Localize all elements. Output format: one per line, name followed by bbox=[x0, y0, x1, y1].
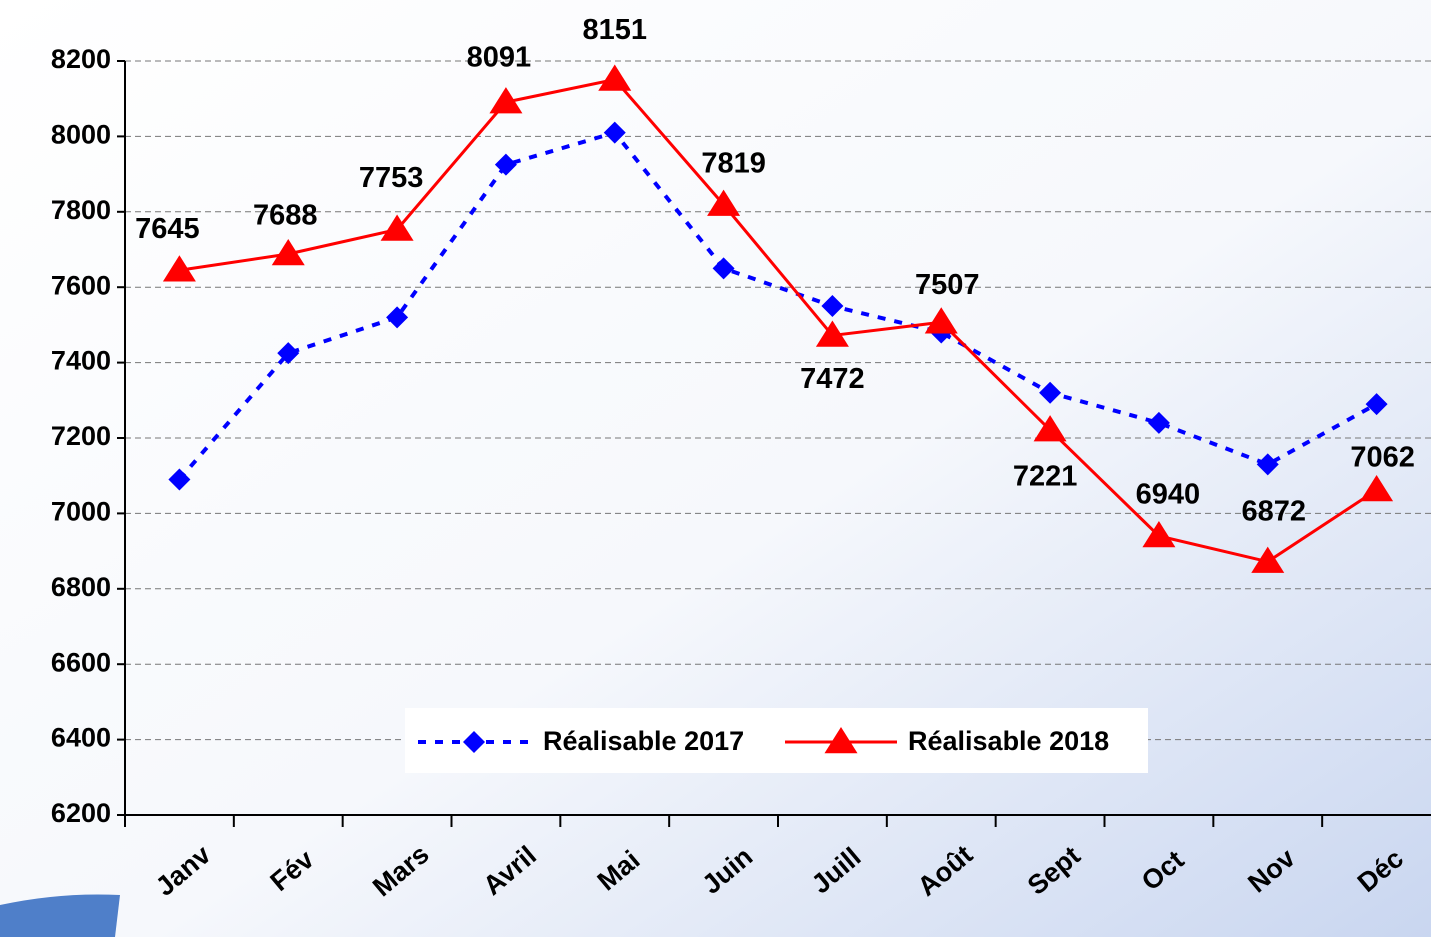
data-label: 7645 bbox=[135, 213, 200, 245]
marker bbox=[380, 214, 414, 241]
decoration bbox=[0, 894, 120, 937]
y-tick-label: 7600 bbox=[51, 270, 111, 300]
y-tick-label: 7400 bbox=[51, 346, 111, 376]
marker bbox=[1256, 453, 1279, 476]
marker bbox=[277, 342, 300, 365]
data-label: 7472 bbox=[800, 363, 865, 395]
marker bbox=[1147, 411, 1170, 434]
data-label: 6940 bbox=[1136, 479, 1201, 511]
marker bbox=[1142, 521, 1176, 548]
marker bbox=[1365, 393, 1388, 416]
marker bbox=[1039, 381, 1062, 404]
y-tick-label: 6200 bbox=[51, 798, 111, 828]
marker bbox=[1033, 415, 1067, 442]
line bbox=[179, 77, 1378, 564]
marker bbox=[271, 239, 305, 266]
marker bbox=[821, 295, 844, 318]
data-label: 8091 bbox=[467, 42, 532, 74]
legend-label: Réalisable 2018 bbox=[908, 726, 1109, 756]
marker bbox=[162, 255, 196, 282]
data-label: 7819 bbox=[701, 147, 766, 179]
marker bbox=[494, 153, 517, 176]
marker bbox=[1251, 546, 1285, 573]
data-label: 7062 bbox=[1350, 442, 1415, 474]
marker bbox=[603, 121, 626, 144]
marker bbox=[1360, 475, 1394, 502]
data-label: 8151 bbox=[582, 14, 647, 46]
y-tick-label: 8200 bbox=[51, 44, 111, 74]
y-tick-label: 8000 bbox=[51, 120, 111, 150]
y-tick-label: 7000 bbox=[51, 497, 111, 527]
marker bbox=[489, 87, 523, 114]
legend-marker bbox=[824, 727, 858, 754]
marker bbox=[707, 189, 741, 216]
marker bbox=[598, 64, 632, 91]
marker bbox=[386, 306, 409, 329]
data-label: 6872 bbox=[1241, 495, 1306, 527]
y-tick-label: 7800 bbox=[51, 195, 111, 225]
legend-marker bbox=[463, 731, 485, 753]
line bbox=[177, 130, 1378, 481]
y-tick-label: 6400 bbox=[51, 723, 111, 753]
data-label: 7688 bbox=[253, 200, 318, 232]
legend-label: Réalisable 2017 bbox=[543, 726, 744, 756]
y-tick-label: 7200 bbox=[51, 421, 111, 451]
y-tick-label: 6600 bbox=[51, 647, 111, 677]
marker bbox=[924, 307, 958, 334]
data-label: 7507 bbox=[915, 269, 980, 301]
data-label: 7753 bbox=[359, 162, 424, 194]
marker bbox=[815, 320, 849, 347]
marker bbox=[168, 468, 191, 491]
legend-box bbox=[405, 708, 1148, 773]
marker bbox=[712, 257, 735, 280]
data-label: 7221 bbox=[1013, 461, 1078, 493]
y-tick-label: 6800 bbox=[51, 572, 111, 602]
